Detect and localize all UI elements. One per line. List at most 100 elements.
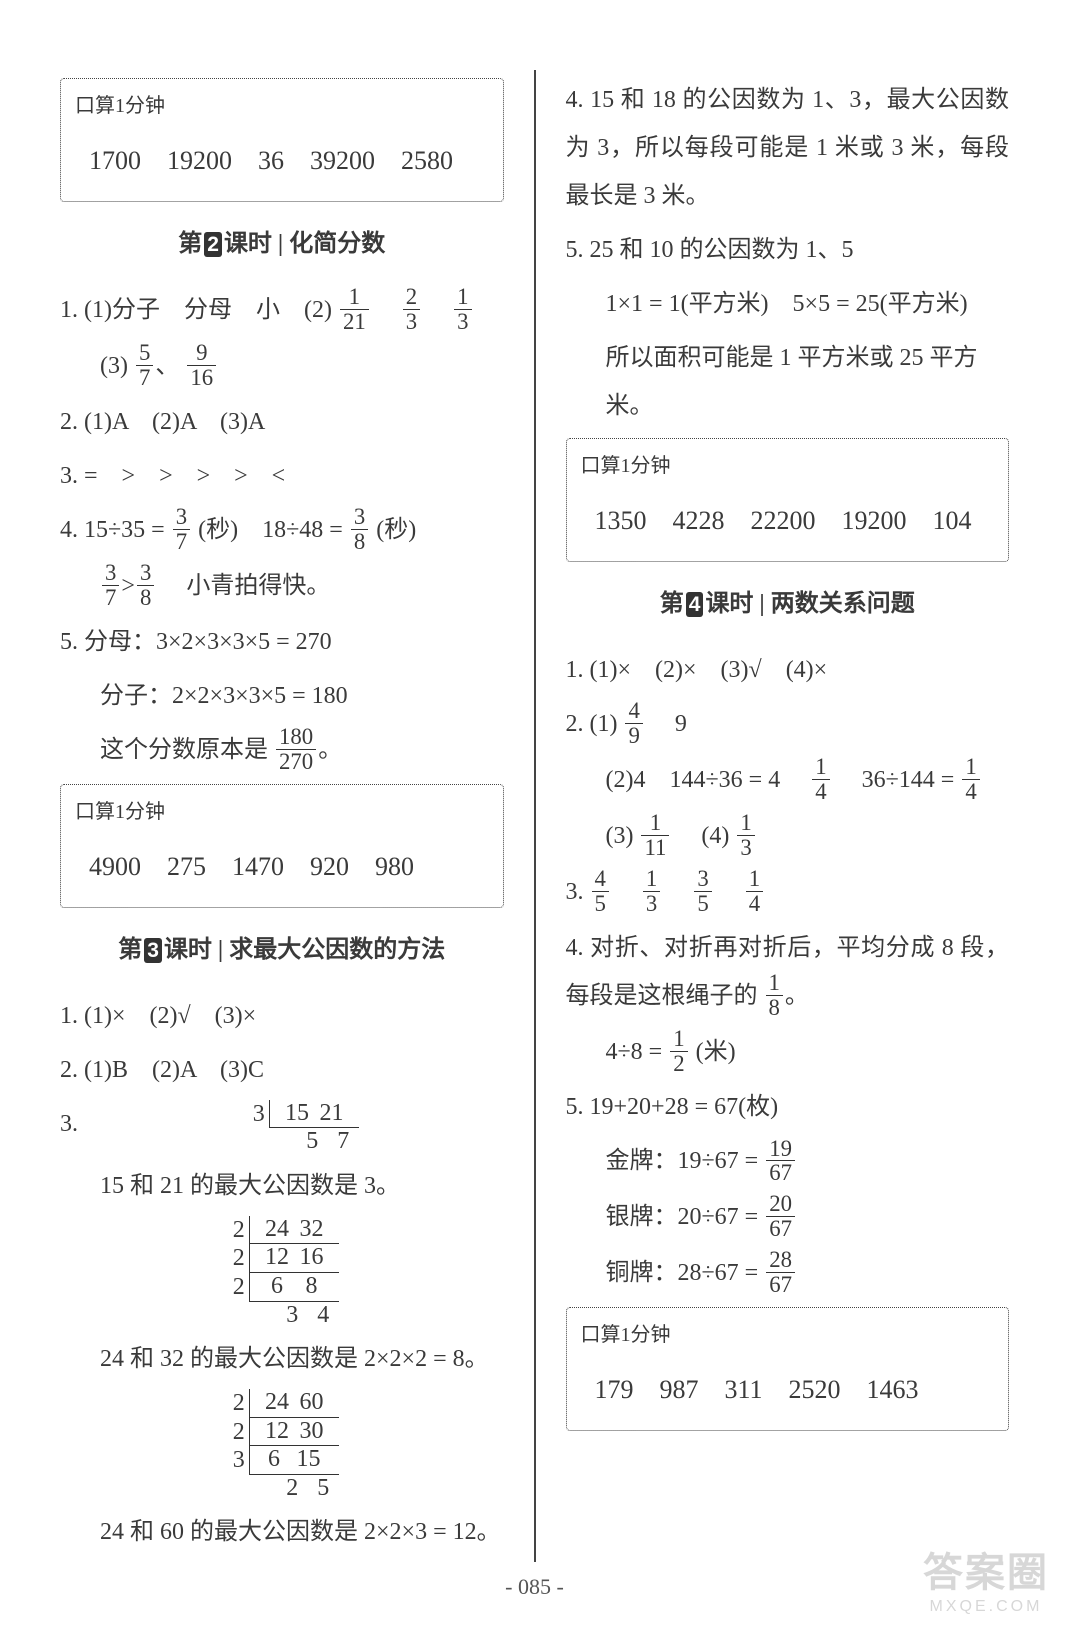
lesson-number-badge: 2 xyxy=(204,232,222,257)
text: (3) xyxy=(100,353,128,379)
fraction: 13 xyxy=(735,811,756,860)
lesson-prefix: 第 xyxy=(118,937,142,963)
lesson-prefix: 第 xyxy=(178,231,202,257)
lesson-prefix: 第 xyxy=(660,591,684,617)
fraction: 916 xyxy=(185,341,218,390)
lesson-3-title: 第3课时 | 求最大公因数的方法 xyxy=(60,926,504,974)
watermark-big: 答案圈 xyxy=(923,1551,1049,1595)
q5-l3: 这个分数原本是 180270。 xyxy=(60,726,504,776)
l3-r2: 24 和 32 的最大公因数是 2×2×2 = 8。 xyxy=(60,1335,504,1383)
text: 2. (1) xyxy=(566,711,618,737)
calc-box-1: 口算1分钟 1700 19200 36 39200 2580 xyxy=(60,78,504,202)
lesson-suffix: 课时 | 化简分数 xyxy=(224,231,385,257)
l4-q3: 3. 45 13 35 14 xyxy=(566,868,1010,918)
fraction: 111 xyxy=(639,811,671,860)
lesson-suffix: 课时 | 两数关系问题 xyxy=(705,591,914,617)
lesson-suffix: 课时 | 求最大公因数的方法 xyxy=(164,937,445,963)
calc-label: 口算1分钟 xyxy=(581,1315,677,1355)
fraction: 180270 xyxy=(274,725,318,774)
left-column: 口算1分钟 1700 19200 36 39200 2580 第2课时 | 化简… xyxy=(60,70,504,1562)
page-number: - 085 - xyxy=(60,1562,1009,1600)
l3-r3: 24 和 60 的最大公因数是 2×2×3 = 12。 xyxy=(60,1508,504,1556)
lesson-2-title: 第2课时 | 化简分数 xyxy=(60,220,504,268)
two-column-layout: 口算1分钟 1700 19200 36 39200 2580 第2课时 | 化简… xyxy=(60,70,1009,1562)
text: 铜牌：28÷67 = xyxy=(606,1260,765,1286)
l3-q2: 2. (1)B (2)A (3)C xyxy=(60,1046,504,1094)
q5-l1: 5. 分母：3×2×3×3×5 = 270 xyxy=(60,618,504,666)
q3: 3. = > > > > < xyxy=(60,452,504,500)
text: (3) xyxy=(606,823,634,849)
division-ladder-2: 224322121626834 xyxy=(225,1216,339,1329)
text: (米) xyxy=(696,1039,736,1065)
l4-q5-l2: 金牌：19÷67 = 1967 xyxy=(566,1137,1010,1187)
text: 这个分数原本是 xyxy=(100,737,268,763)
text: 。 xyxy=(785,983,809,1009)
fraction: 2867 xyxy=(764,1248,797,1297)
calc-values: 4900 275 1470 920 980 xyxy=(75,839,489,893)
q4-line1: 4. 15÷35 = 37 (秒) 18÷48 = 38 (秒) xyxy=(60,506,504,556)
fraction: 13 xyxy=(452,285,473,334)
fraction: 14 xyxy=(810,755,831,804)
division-ladder-3: 2246021230361525 xyxy=(225,1389,339,1502)
text: (4) xyxy=(677,823,729,849)
q4-line2: 37>38 小青拍得快。 xyxy=(60,562,504,612)
text: 9 xyxy=(651,711,687,737)
text: (秒) 18÷48 = xyxy=(198,517,349,543)
q5-l2: 分子：2×2×3×3×5 = 180 xyxy=(60,672,504,720)
fraction: 37 xyxy=(171,505,192,554)
sep: 、 xyxy=(155,353,179,379)
text: 4. 15÷35 = xyxy=(60,517,171,543)
q2: 2. (1)A (2)A (3)A xyxy=(60,398,504,446)
fraction: 121 xyxy=(338,285,371,334)
l4-q2-l3: (3) 111 (4) 13 xyxy=(566,812,1010,862)
calc-box-3: 口算1分钟 1350 4228 22200 19200 104 xyxy=(566,438,1010,562)
calc-values: 179 987 311 2520 1463 xyxy=(581,1362,995,1416)
l3-q3: 3. 3152157 xyxy=(60,1100,504,1156)
fraction: 1967 xyxy=(764,1137,797,1186)
r-q4: 4. 15 和 18 的公因数为 1、3，最大公因数为 3，所以每段可能是 1 … xyxy=(566,76,1010,220)
calc-box-2: 口算1分钟 4900 275 1470 920 980 xyxy=(60,784,504,908)
text: 银牌：20÷67 = xyxy=(606,1204,765,1230)
text: 小青拍得快。 xyxy=(162,573,330,599)
l4-q5-l1: 5. 19+20+28 = 67(枚) xyxy=(566,1083,1010,1131)
watermark: 答案圈 MXQE.COM xyxy=(923,1540,1049,1616)
l4-q1: 1. (1)× (2)× (3)√ (4)× xyxy=(566,646,1010,694)
text: 金牌：19÷67 = xyxy=(606,1148,765,1174)
text: 4÷8 = xyxy=(606,1039,669,1065)
fraction: 45 xyxy=(590,867,611,916)
lesson-number-badge: 4 xyxy=(686,592,704,617)
lesson-number-badge: 3 xyxy=(144,938,162,963)
l4-q4-l2: 4÷8 = 12 (米) xyxy=(566,1028,1010,1078)
r-q5-l3: 所以面积可能是 1 平方米或 25 平方米。 xyxy=(566,334,1010,430)
text: (秒) xyxy=(376,517,416,543)
l4-q5-l3: 银牌：20÷67 = 2067 xyxy=(566,1193,1010,1243)
calc-label: 口算1分钟 xyxy=(75,86,171,126)
calc-label: 口算1分钟 xyxy=(75,792,171,832)
fraction: 57 xyxy=(134,341,155,390)
label: 3. xyxy=(60,1100,100,1148)
text: (2)4 144÷36 = 4 xyxy=(606,767,805,793)
l4-q5-l4: 铜牌：28÷67 = 2867 xyxy=(566,1249,1010,1299)
fraction: 14 xyxy=(960,755,981,804)
lesson-4-title: 第4课时 | 两数关系问题 xyxy=(566,580,1010,628)
gt: > xyxy=(121,573,135,599)
l4-q2-l1: 2. (1) 49 9 xyxy=(566,700,1010,750)
right-column: 4. 15 和 18 的公因数为 1、3，最大公因数为 3，所以每段可能是 1 … xyxy=(566,70,1010,1562)
l3-q1: 1. (1)× (2)√ (3)× xyxy=(60,992,504,1040)
text: 。 xyxy=(318,737,342,763)
l3-r1: 15 和 21 的最大公因数是 3。 xyxy=(60,1162,504,1210)
q1-line2: (3) 57、 916 xyxy=(60,342,504,392)
l4-q4-l1: 4. 对折、对折再对折后，平均分成 8 段，每段是这根绳子的 18。 xyxy=(566,924,1010,1022)
fraction: 23 xyxy=(401,285,422,334)
ladder2-wrap: 224322121626834 xyxy=(60,1216,504,1329)
fraction: 35 xyxy=(692,867,713,916)
calc-label: 口算1分钟 xyxy=(581,446,677,486)
ladder3-wrap: 2246021230361525 xyxy=(60,1389,504,1502)
text: 1. (1)分子 分母 小 (2) xyxy=(60,297,332,323)
text: 36÷144 = xyxy=(838,767,961,793)
calc-values: 1350 4228 22200 19200 104 xyxy=(581,493,995,547)
r-q5-l1: 5. 25 和 10 的公因数为 1、5 xyxy=(566,226,1010,274)
q1-line1: 1. (1)分子 分母 小 (2) 121 23 13 xyxy=(60,286,504,336)
fraction: 37 xyxy=(100,561,121,610)
fraction: 2067 xyxy=(764,1192,797,1241)
